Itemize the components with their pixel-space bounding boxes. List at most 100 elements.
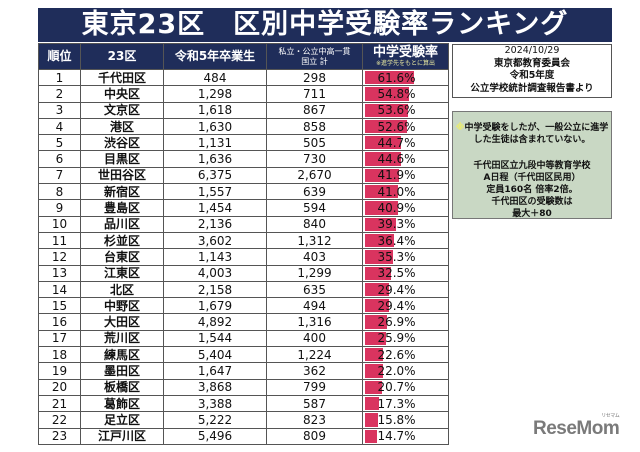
graduates-cell: 5,496 [163, 427, 267, 445]
graduates-cell: 6,375 [163, 166, 267, 185]
rate-value: 15.8% [377, 412, 416, 427]
private-cell: 635 [266, 280, 363, 299]
rank-cell: 14 [38, 280, 81, 299]
graduates-cell: 1,618 [163, 101, 267, 119]
rate-cell: 20.7% [362, 378, 449, 396]
rank-cell: 9 [38, 199, 81, 217]
ward-cell: 千代田区 [80, 68, 164, 87]
table-row: 21 葛飾区 3,388 587 17.3% [38, 394, 449, 413]
rate-bar [365, 380, 382, 394]
private-cell: 2,670 [266, 166, 363, 185]
private-cell: 587 [266, 394, 363, 413]
private-cell: 505 [266, 134, 363, 152]
private-cell: 639 [266, 183, 363, 201]
rate-bar [365, 152, 401, 166]
ward-cell: 品川区 [80, 215, 164, 233]
rank-cell: 12 [38, 248, 81, 266]
note-line2: した生徒は含まれていない。 [473, 135, 591, 145]
rate-bar [365, 217, 397, 231]
rate-value: 22.6% [377, 347, 416, 362]
private-cell: 799 [266, 378, 363, 396]
ward-cell: 中野区 [80, 297, 164, 315]
private-cell: 809 [266, 427, 363, 445]
header-private-line2: 国立 計 [301, 56, 328, 66]
private-cell: 403 [266, 248, 363, 266]
table-row: 9 豊島区 1,454 594 40.9% [38, 199, 449, 217]
table-row: 5 渋谷区 1,131 505 44.7% [38, 134, 449, 152]
rate-value: 36.4% [377, 233, 416, 248]
rate-value: 29.4% [377, 282, 416, 297]
private-cell: 823 [266, 411, 363, 429]
note-line4: A日程（千代田区民用） [483, 173, 581, 183]
note-line1-text: 中学受験をしたが、一般公立に進学 [464, 123, 609, 133]
ward-cell: 世田谷区 [80, 166, 164, 185]
private-cell: 730 [266, 150, 363, 168]
rate-cell: 40.9% [362, 199, 449, 217]
header-rate: 中学受験率 ※進学先をもとに算出 [362, 43, 449, 70]
table-row: 18 練馬区 5,404 1,224 22.6% [38, 346, 449, 364]
rank-cell: 13 [38, 264, 81, 282]
rate-bar [365, 71, 415, 85]
rate-cell: 54.8% [362, 85, 449, 103]
graduates-cell: 1,557 [163, 183, 267, 201]
table-row: 19 墨田区 1,647 362 22.0% [38, 362, 449, 380]
rate-cell: 36.4% [362, 231, 449, 250]
header-private: 私立・公立中高一貫 国立 計 [266, 43, 363, 70]
private-cell: 298 [266, 68, 363, 87]
table-header-row: 順位 23区 令和5年卒業生 私立・公立中高一貫 国立 計 中学受験率 ※進学先… [38, 43, 449, 70]
private-cell: 1,316 [266, 313, 363, 331]
rate-value: 14.7% [377, 429, 416, 444]
graduates-cell: 2,136 [163, 215, 267, 233]
note-mark: ※ [455, 123, 465, 133]
rate-value: 25.9% [377, 331, 416, 346]
rate-value: 52.6% [377, 119, 416, 134]
rate-cell: 41.0% [362, 183, 449, 201]
rate-value: 41.9% [377, 168, 416, 183]
ward-cell: 渋谷区 [80, 134, 164, 152]
logo-text: ReseMom [533, 418, 620, 439]
graduates-cell: 1,298 [163, 85, 267, 103]
rank-cell: 8 [38, 183, 81, 201]
table-row: 11 杉並区 3,602 1,312 36.4% [38, 231, 449, 250]
rank-cell: 23 [38, 427, 81, 445]
ward-cell: 文京区 [80, 101, 164, 119]
source-year: 令和5年度 [509, 70, 555, 81]
page-title: 東京23区 区別中学受験率ランキング [38, 8, 612, 42]
graduates-cell: 3,602 [163, 231, 267, 250]
ward-cell: 墨田区 [80, 362, 164, 380]
rate-bar [365, 331, 386, 346]
rate-cell: 14.7% [362, 427, 449, 445]
rate-cell: 32.5% [362, 264, 449, 282]
rate-value: 54.8% [377, 86, 416, 101]
rate-bar [365, 201, 398, 215]
note-line3: 千代田区立九段中等教育学校 [473, 161, 591, 171]
graduates-cell: 2,158 [163, 280, 267, 299]
rank-cell: 21 [38, 394, 81, 413]
rate-cell: 22.0% [362, 362, 449, 380]
header-rank: 順位 [38, 43, 81, 70]
private-cell: 1,224 [266, 346, 363, 364]
rate-bar [365, 103, 408, 117]
source-org: 東京都教育委員会 [493, 57, 570, 69]
table-row: 6 目黒区 1,636 730 44.6% [38, 150, 449, 168]
graduates-cell: 1,647 [163, 362, 267, 380]
table-row: 17 荒川区 1,544 400 25.9% [38, 329, 449, 348]
rate-cell: 15.8% [362, 411, 449, 429]
graduates-cell: 1,679 [163, 297, 267, 315]
header-rate-label: 中学受験率 [372, 44, 438, 60]
source-report: 公立学校統計調査報告書より [470, 82, 594, 94]
rate-cell: 29.4% [362, 297, 449, 315]
private-cell: 494 [266, 297, 363, 315]
rate-value: 41.0% [377, 184, 416, 199]
ward-cell: 江東区 [80, 264, 164, 282]
rate-value: 26.9% [377, 315, 416, 330]
rate-cell: 22.6% [362, 346, 449, 364]
rate-cell: 29.4% [362, 280, 449, 299]
ward-cell: 北区 [80, 280, 164, 299]
rank-cell: 19 [38, 362, 81, 380]
rate-value: 40.9% [377, 201, 416, 216]
note-line5: 定員160名 倍率2倍。 [486, 185, 578, 195]
graduates-cell: 5,404 [163, 346, 267, 364]
ward-cell: 荒川区 [80, 329, 164, 348]
rank-cell: 20 [38, 378, 81, 396]
